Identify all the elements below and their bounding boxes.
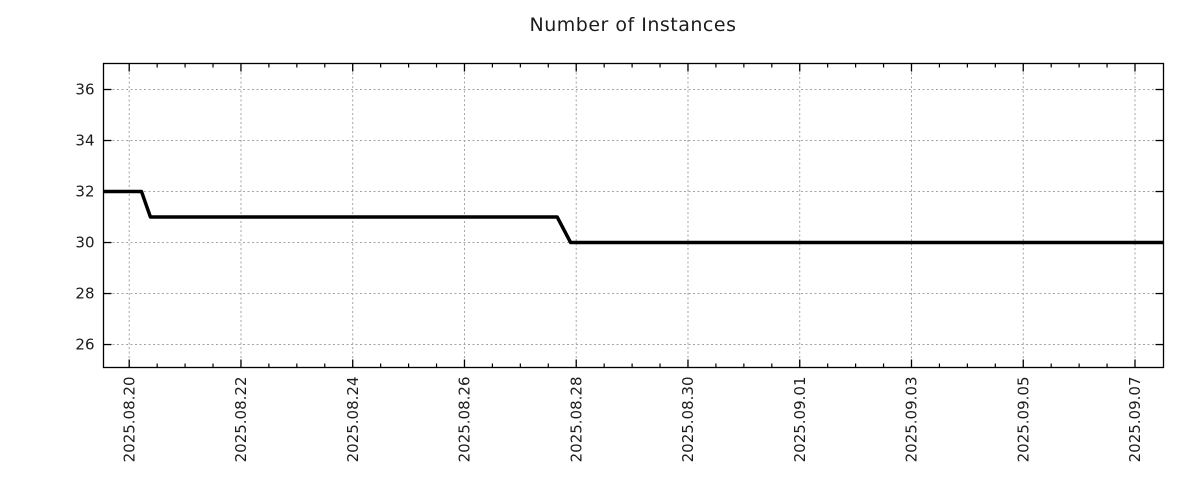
y-tick-label: 32 (75, 183, 94, 201)
x-tick-label: 2025.09.03 (903, 377, 921, 463)
x-tick-label: 2025.09.01 (791, 377, 809, 463)
y-tick-label: 30 (75, 234, 94, 252)
x-tick-label: 2025.08.22 (232, 377, 250, 463)
x-tick-label: 2025.09.05 (1014, 377, 1032, 463)
y-tick-label: 34 (75, 132, 94, 150)
x-tick-label: 2025.08.28 (567, 377, 585, 463)
y-tick-label: 36 (75, 81, 94, 99)
x-tick-label: 2025.08.30 (679, 377, 697, 463)
x-tick-label: 2025.08.26 (456, 377, 474, 463)
x-tick-label: 2025.08.24 (344, 377, 362, 463)
series-line-instances (103, 189, 1164, 245)
x-tick-label: 2025.08.20 (120, 377, 138, 463)
y-tick-label: 26 (75, 336, 94, 354)
y-tick-label: 28 (75, 285, 94, 303)
x-tick-label: 2025.09.07 (1126, 377, 1144, 463)
chart-title: Number of Instances (529, 14, 737, 36)
plot-frame (102, 62, 1165, 369)
